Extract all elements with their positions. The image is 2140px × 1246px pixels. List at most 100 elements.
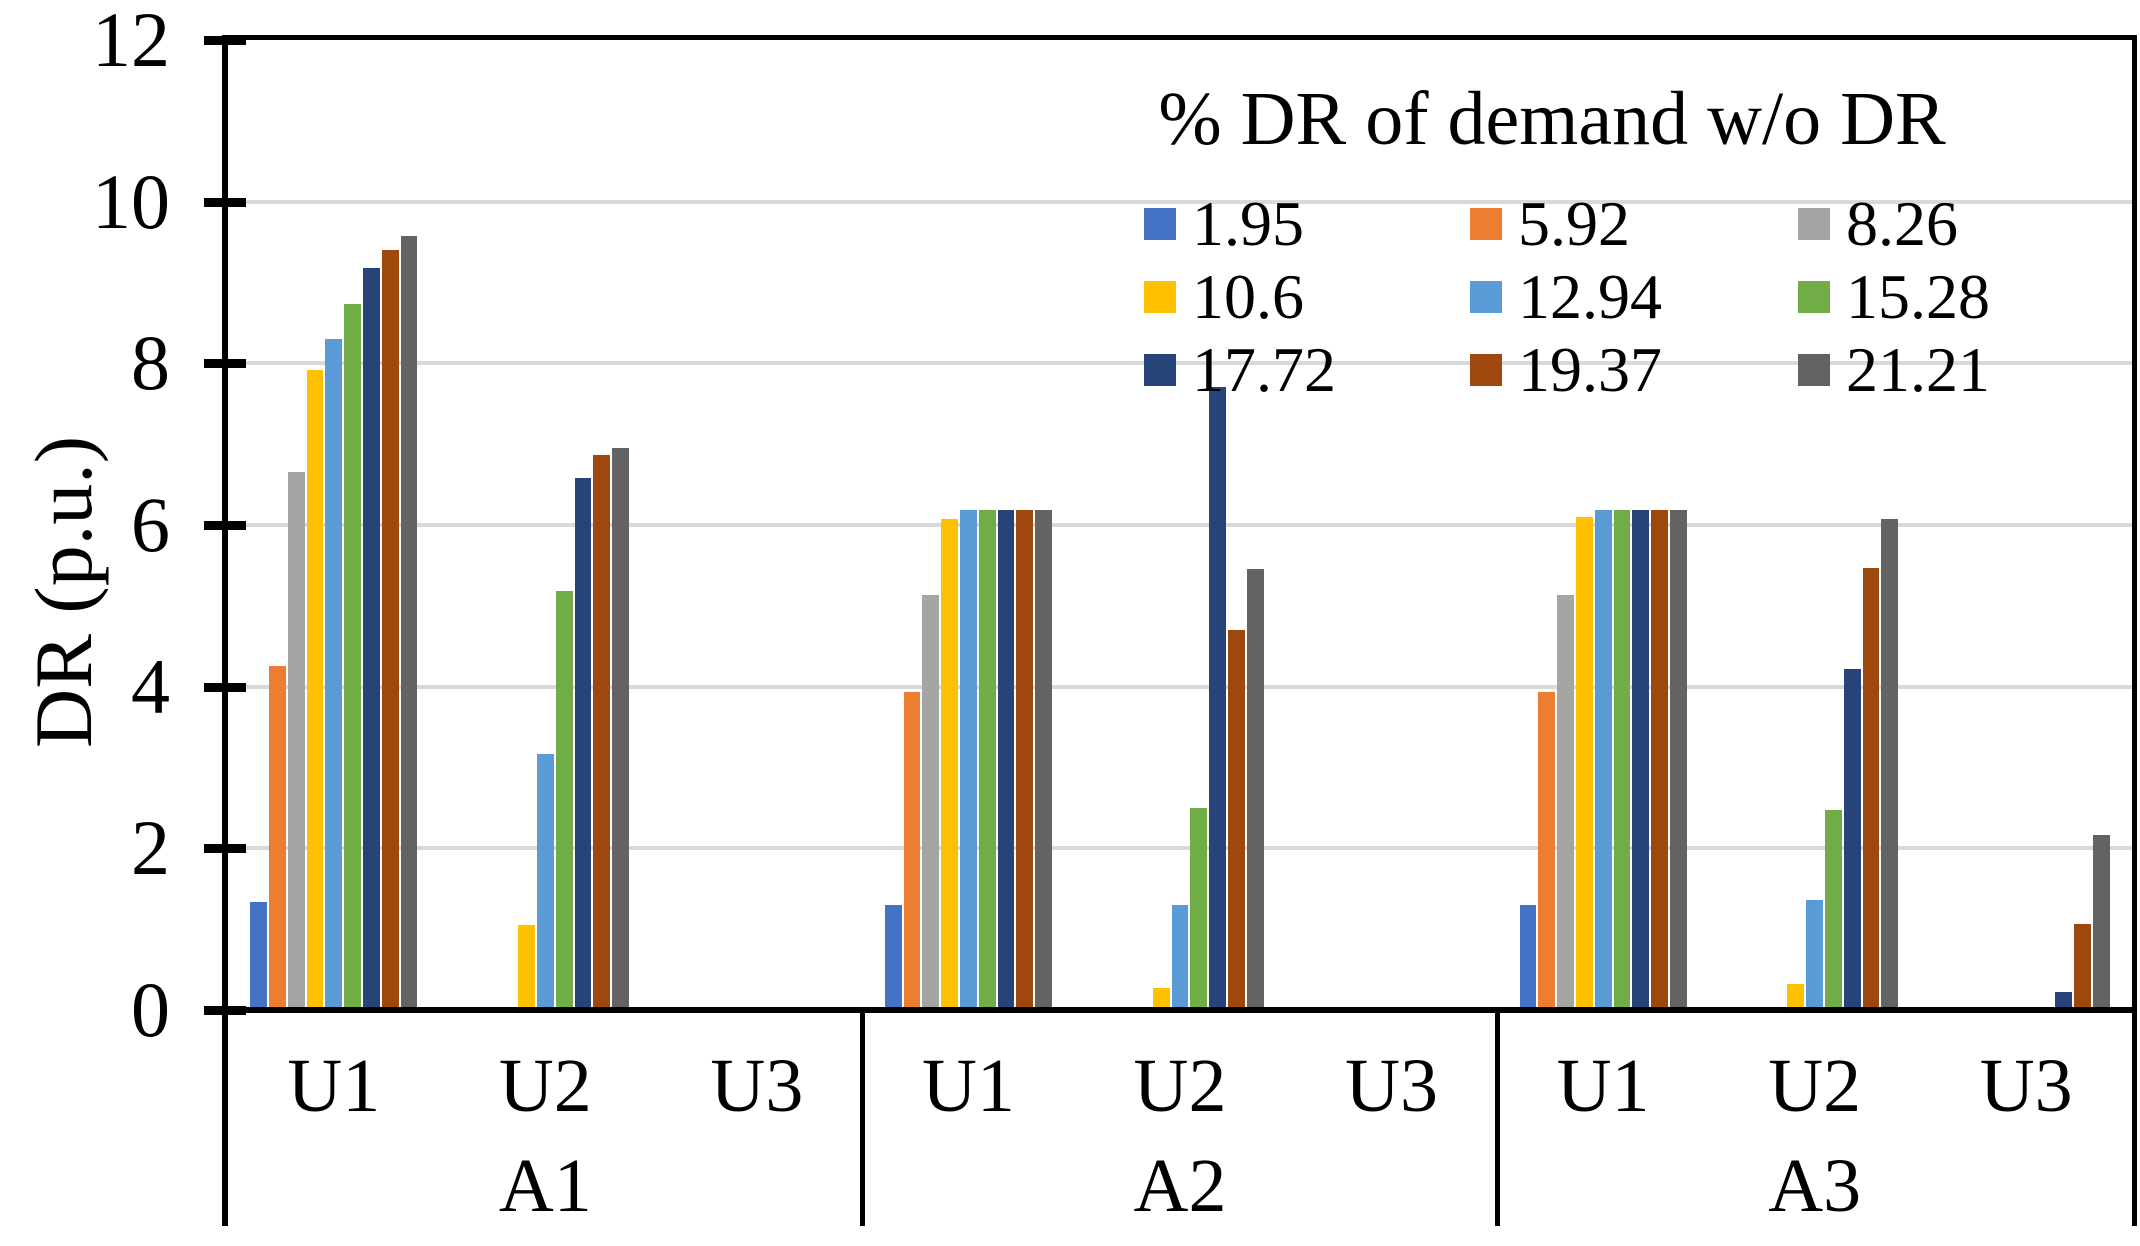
legend-entry-15.28: 15.28	[1798, 265, 1990, 329]
bar-A3-U2-17.72	[1843, 668, 1861, 1010]
x-label-A2-U3: U3	[1345, 1044, 1438, 1128]
plot-border-top	[228, 35, 2132, 40]
bar-A1-U2-10.6	[518, 925, 535, 1010]
y-tick-mark-8	[204, 359, 246, 369]
legend-label-15.28: 15.28	[1846, 261, 1990, 332]
legend-label-19.37: 19.37	[1518, 334, 1662, 405]
bar-A2-U2-10.6	[1152, 988, 1170, 1010]
y-tick-mark-6	[204, 521, 246, 530]
legend-title: % DR of demand w/o DR	[1158, 77, 1946, 161]
x-label-A1-U3: U3	[710, 1044, 804, 1128]
legend-entry-21.21: 21.21	[1798, 338, 1990, 402]
gridline-y10	[228, 199, 2132, 204]
x-label-A3-U1: U1	[1556, 1044, 1650, 1128]
bar-A1-U2-19.37	[593, 454, 611, 1010]
legend-label-21.21: 21.21	[1846, 334, 1990, 405]
panel-divider-1	[860, 1010, 866, 1226]
legend-swatch-12.94	[1470, 281, 1502, 313]
y-tick-mark-12	[204, 36, 246, 45]
bar-A2-U2-19.37	[1228, 630, 1245, 1010]
legend-swatch-17.72	[1144, 354, 1176, 386]
x-label-A2-U2: U2	[1133, 1044, 1227, 1128]
bar-A2-U1-15.28	[978, 510, 996, 1010]
plot-border-right	[2132, 35, 2137, 1226]
y-tick-label-0: 0	[131, 966, 170, 1053]
legend-swatch-1.95	[1144, 208, 1176, 240]
gridline-y2	[228, 846, 2132, 851]
legend-swatch-21.21	[1798, 354, 1830, 386]
legend-swatch-8.26	[1798, 208, 1830, 240]
bar-A2-U1-1.95	[884, 904, 902, 1010]
gridline-y6	[228, 523, 2132, 527]
bar-A2-U2-21.21	[1246, 568, 1264, 1010]
y-tick-mark-0	[204, 1006, 246, 1015]
bar-A3-U2-12.94	[1806, 900, 1824, 1010]
bar-A3-U1-21.21	[1669, 510, 1687, 1010]
bar-A2-U1-8.26	[922, 594, 940, 1010]
panel-divider-2	[1494, 1010, 1500, 1226]
bar-A3-U1-12.94	[1594, 510, 1612, 1010]
bar-A3-U2-15.28	[1825, 810, 1842, 1010]
legend-entry-10.6: 10.6	[1144, 265, 1304, 329]
x-label-A3-U3: U3	[1979, 1044, 2073, 1128]
bar-A3-U1-17.72	[1632, 510, 1650, 1010]
bar-A2-U2-17.72	[1209, 386, 1226, 1010]
gridline-y4	[228, 684, 2132, 689]
bar-A3-U3-19.37	[2074, 924, 2092, 1010]
bar-A3-U2-21.21	[1881, 518, 1899, 1010]
legend-swatch-19.37	[1470, 354, 1502, 386]
bar-A3-U3-17.72	[2055, 992, 2073, 1010]
bar-A1-U1-21.21	[400, 235, 418, 1010]
bar-A1-U1-8.26	[287, 472, 305, 1010]
legend-label-10.6: 10.6	[1192, 261, 1304, 332]
x-label-A2-U1: U1	[921, 1044, 1015, 1128]
bar-A1-U2-17.72	[574, 478, 592, 1010]
bar-A3-U1-10.6	[1575, 516, 1593, 1010]
bar-A3-U1-8.26	[1557, 595, 1574, 1010]
bar-A2-U1-5.92	[903, 692, 921, 1010]
bar-A2-U1-12.94	[960, 510, 977, 1010]
y-tick-mark-2	[204, 844, 246, 854]
y-tick-label-8: 8	[131, 319, 170, 407]
x-group-label-A1: A1	[498, 1144, 592, 1228]
bar-A3-U1-19.37	[1651, 510, 1668, 1010]
bar-A2-U2-15.28	[1190, 807, 1208, 1010]
bar-A1-U1-17.72	[362, 267, 380, 1010]
bar-A1-U1-15.28	[344, 304, 361, 1010]
legend-swatch-5.92	[1470, 208, 1502, 240]
legend-swatch-15.28	[1798, 281, 1830, 313]
legend-entry-1.95: 1.95	[1144, 192, 1304, 256]
bar-A1-U1-12.94	[325, 339, 343, 1010]
gridline-y8	[228, 361, 2132, 366]
bar-A3-U1-1.95	[1519, 904, 1537, 1010]
x-axis-line	[222, 1007, 2137, 1013]
bar-A2-U1-19.37	[1016, 510, 1034, 1010]
bar-A2-U1-10.6	[941, 518, 959, 1010]
legend-label-12.94: 12.94	[1518, 261, 1662, 332]
bar-A1-U1-19.37	[381, 250, 399, 1010]
legend-entry-19.37: 19.37	[1470, 338, 1662, 402]
bar-A2-U1-17.72	[997, 510, 1015, 1010]
legend-label-8.26: 8.26	[1846, 188, 1958, 259]
legend-entry-17.72: 17.72	[1144, 338, 1336, 402]
legend-label-17.72: 17.72	[1192, 334, 1336, 405]
bar-A1-U2-21.21	[612, 448, 629, 1010]
y-axis-line	[222, 35, 228, 1226]
bar-A3-U2-19.37	[1862, 567, 1880, 1010]
legend-entry-12.94: 12.94	[1470, 265, 1662, 329]
legend-entry-5.92: 5.92	[1470, 192, 1630, 256]
x-label-A1-U2: U2	[498, 1044, 592, 1128]
bar-A1-U2-12.94	[536, 753, 554, 1010]
bar-A3-U3-21.21	[2093, 834, 2110, 1010]
x-group-label-A3: A3	[1768, 1144, 1862, 1228]
y-tick-mark-10	[204, 197, 246, 207]
bar-A3-U2-10.6	[1787, 984, 1805, 1010]
bar-A1-U1-1.95	[250, 902, 267, 1010]
legend-label-5.92: 5.92	[1518, 188, 1630, 259]
bar-A2-U2-12.94	[1171, 904, 1189, 1010]
bar-A1-U1-10.6	[306, 369, 324, 1010]
bar-A2-U1-21.21	[1035, 510, 1053, 1010]
bar-A1-U1-5.92	[268, 666, 286, 1010]
bar-A3-U1-15.28	[1613, 510, 1631, 1010]
